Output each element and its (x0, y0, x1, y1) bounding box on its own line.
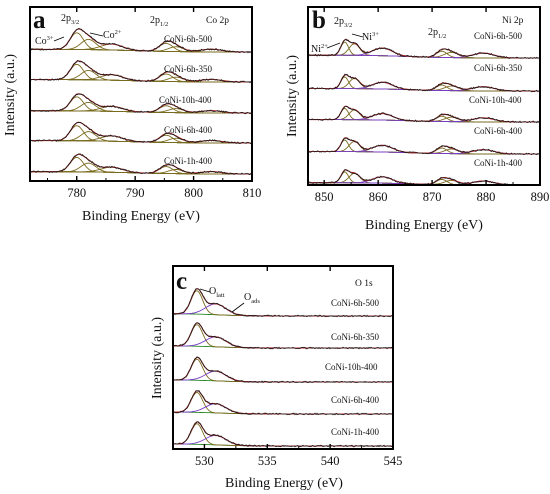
panel-a-peak-2p12: 2p1/2 (150, 15, 168, 28)
panel-a-series-5-raw-data (30, 153, 252, 176)
panel-b-series-1-component-2 (308, 43, 540, 59)
panel-c-xlabel: Binding Energy (eV) (225, 476, 343, 491)
panel-a-frame (29, 6, 253, 182)
panel-c-sample-1: CoNi-6h-500 (331, 298, 379, 308)
panel-a-plot-area (30, 28, 252, 176)
panel-a-series-3-raw-data (30, 93, 252, 115)
panel-c-series-4-raw-data (173, 390, 393, 416)
panel-c-ylabel: Intensity (a.u.) (150, 317, 165, 399)
panel-a-series-2-raw-data (30, 60, 252, 84)
panel-a-series-4-envelope (30, 121, 252, 144)
panel-b-series-1-raw-data (308, 38, 540, 60)
panel-a-series-4-raw-data (30, 121, 252, 145)
panel-a-element-label: Co 2p (206, 16, 229, 26)
panel-b-xtick-label: 860 (369, 190, 388, 204)
panel-b-series-3-raw-data (308, 105, 540, 124)
panel-c-frame (172, 265, 394, 450)
panel-b-peak-ni2: Ni2+ (311, 43, 328, 55)
panel-c-arrow-olatt (199, 288, 211, 293)
panel-a-series-1-raw-data (30, 28, 252, 54)
panel-a-sample-4: CoNi-6h-400 (164, 125, 212, 135)
panel-b-sample-2: CoNi-6h-350 (474, 63, 522, 73)
panel-a-xtick-label: 800 (184, 186, 203, 200)
panel-b-series-5-raw-data (308, 169, 540, 185)
panel-c-sample-3: CoNi-10h-400 (325, 362, 378, 372)
panel-b-plot-area (308, 38, 540, 185)
panel-a-arrow-co3 (53, 36, 65, 42)
panel-c-sample-4: CoNi-6h-400 (331, 395, 379, 405)
panel-b-peak-2p12: 2p1/2 (428, 27, 446, 40)
panel-b-sample-5: CoNi-1h-400 (474, 158, 522, 168)
panel-c-xtick-label: 530 (195, 454, 214, 468)
panel-a-curves (30, 28, 252, 176)
panel-b-xtick-label: 870 (423, 190, 442, 204)
panel-b-letter: b (312, 7, 326, 34)
panel-b-element-label: Ni 2p (502, 16, 524, 26)
panel-a-arrow-co2 (89, 32, 104, 37)
panel-a-series-3-envelope (30, 93, 252, 114)
panel-c-series-1-raw-data (173, 288, 393, 318)
panel-a-sample-1: CoNi-6h-500 (164, 34, 212, 44)
panel-b-xtick-label: 850 (315, 190, 334, 204)
panel-a-letter: a (33, 7, 46, 34)
panel-c-sample-5: CoNi-1h-400 (331, 427, 379, 437)
panel-a-series-5-envelope (30, 153, 252, 175)
panel-c-peak-oads: Oads (244, 292, 260, 305)
panel-c-ticks: 530 535 540 545 (195, 266, 402, 468)
panel-c-xtick-label: 540 (321, 454, 340, 468)
panel-c-xtick-label: 535 (258, 454, 277, 468)
panel-b-curves (308, 38, 540, 185)
panel-b-ticks: 850 860 870 880 890 (315, 7, 550, 204)
panel-a-xlabel: Binding Energy (eV) (82, 209, 200, 224)
panel-b-sample-4: CoNi-6h-400 (474, 126, 522, 136)
panel-c-xtick-label: 545 (384, 454, 403, 468)
panel-b-series-2-raw-data (308, 73, 540, 93)
panel-c-series-2-raw-data (173, 322, 393, 350)
panel-a-sample-2: CoNi-6h-350 (164, 64, 212, 74)
panel-a-sample-3: CoNi-10h-400 (159, 95, 212, 105)
panel-a-series-2-envelope (30, 60, 252, 83)
panel-b-series-5-component-2 (308, 172, 540, 185)
panel-c-curves (173, 288, 393, 448)
panel-b-arrow-ni3 (351, 33, 364, 38)
panel-b-xtick-label: 890 (531, 190, 550, 204)
panel-b-xtick-label: 880 (477, 190, 496, 204)
panel-b-series-2-component-2 (308, 78, 540, 92)
panel-b-frame (307, 6, 541, 186)
panel-c-letter: c (176, 268, 187, 295)
panel-b-xlabel: Binding Energy (eV) (365, 218, 483, 233)
panel-b-ylabel: Intensity (a.u.) (285, 55, 300, 137)
panel-b-arrow-ni2 (326, 42, 341, 49)
panel-b-series-4-component-2 (308, 141, 540, 155)
panel-a-co-2p: 780 790 800 810 a Co 2p Co3+ 2p3/2 Co2+ 2p1… (3, 6, 262, 224)
panel-c-series-3-raw-data (173, 356, 393, 384)
panel-c-plot-area (173, 288, 393, 448)
panel-a-ticks: 780 790 800 810 (47, 7, 262, 200)
panel-b-sample-1: CoNi-6h-500 (474, 31, 522, 41)
panel-a-series-1-envelope (30, 28, 252, 53)
panel-b-sample-3: CoNi-10h-400 (469, 95, 522, 105)
panel-b-ni-2p: 850 860 870 880 890 b Ni 2p 2p3/2 Ni2+ Ni3+ … (285, 6, 550, 233)
panel-b-peak-ni3: Ni3+ (362, 31, 379, 43)
panel-c-series-5-raw-data (173, 421, 393, 448)
panel-c-element-label: O 1s (355, 279, 373, 289)
panel-a-ylabel: Intensity (a.u.) (3, 54, 18, 136)
panel-b-series-3-component-2 (308, 109, 540, 123)
panel-a-sample-5: CoNi-1h-400 (164, 156, 212, 166)
panel-c-arrow-oads (231, 302, 245, 313)
panel-a-xtick-label: 810 (243, 186, 262, 200)
panel-c-sample-2: CoNi-6h-350 (331, 332, 379, 342)
panel-b-peak-2p32: 2p3/2 (334, 16, 352, 29)
panel-a-peak-co2: Co2+ (103, 29, 122, 41)
panel-a-peak-2p32: 2p3/2 (61, 13, 79, 26)
panel-b-series-4-raw-data (308, 137, 540, 156)
panel-a-xtick-label: 790 (126, 186, 145, 200)
panel-a-xtick-label: 780 (67, 186, 86, 200)
panel-c-peak-olatt: Olatt (209, 286, 225, 299)
panel-a-peak-co3: Co3+ (35, 35, 54, 47)
panel-c-o-1s: 530 535 540 545 c O 1s Olatt Oads CoNi-6h-5… (150, 265, 402, 491)
